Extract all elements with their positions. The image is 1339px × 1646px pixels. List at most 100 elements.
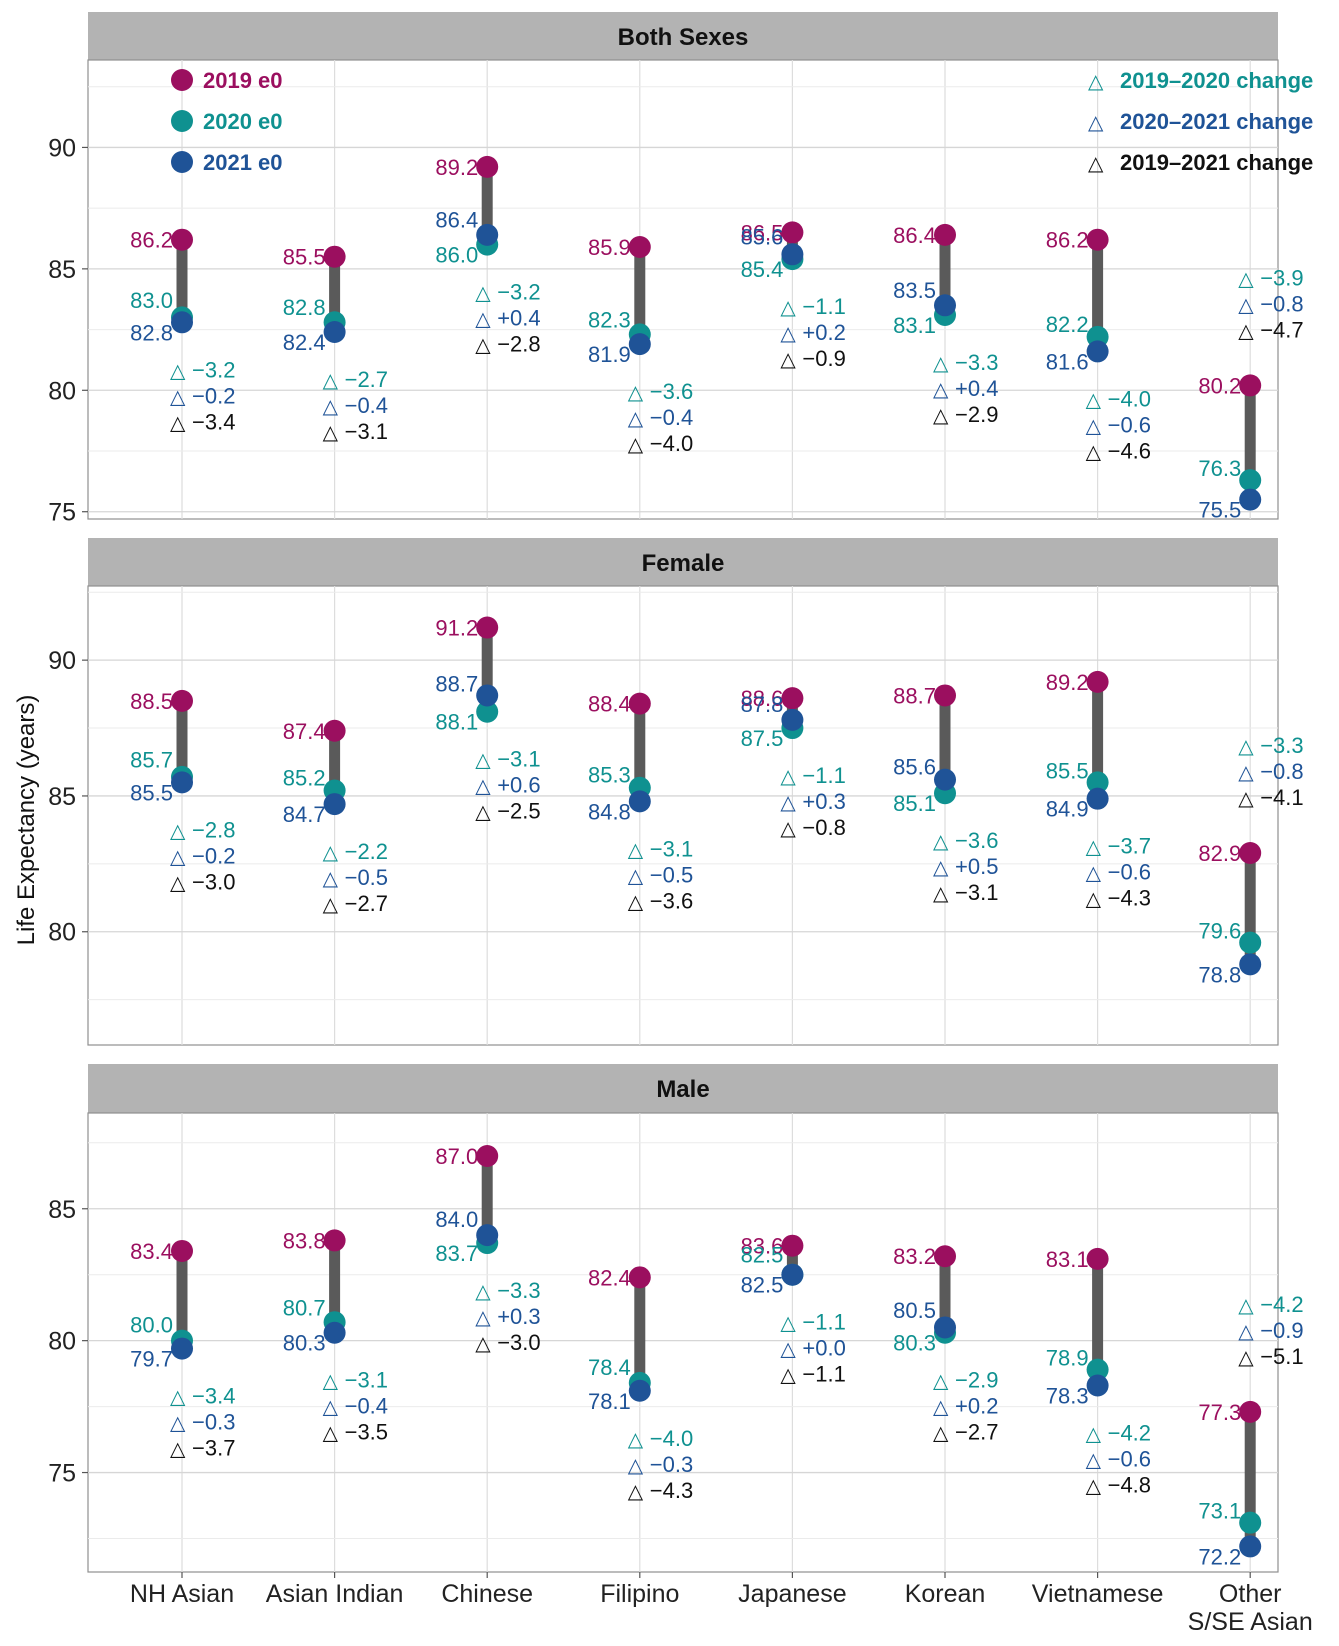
delta-icon: △: [780, 766, 796, 788]
delta-icon: △: [933, 1397, 949, 1419]
delta-icon: △: [323, 894, 339, 916]
label-e0-2020: 83.7: [435, 1241, 478, 1266]
point-e0_2019: [476, 616, 499, 639]
y-tick-label: 90: [48, 134, 76, 162]
label-e0-2019: 91.2: [435, 616, 478, 641]
delta-change_2019_2020: −3.6: [650, 379, 693, 404]
legend-label: 2019–2021 change: [1120, 150, 1313, 175]
label-e0-2019: 89.2: [435, 155, 478, 180]
label-e0-2020: 86.0: [435, 243, 478, 268]
legend-delta-icon: △: [1088, 71, 1104, 93]
label-e0-2021: 87.8: [741, 692, 784, 717]
label-e0-2019: 88.6: [741, 686, 784, 711]
point-e0_2021: [476, 223, 499, 246]
delta-icon: △: [628, 1481, 644, 1503]
delta-icon: △: [933, 405, 949, 427]
delta-change_2019_2020: −4.0: [650, 1426, 693, 1451]
delta-change_2019_2020: −1.1: [802, 294, 845, 319]
delta-change_2019_2021: −0.9: [802, 346, 845, 371]
panel-0: Both Sexes 75 80 85 90 86.2 83.0 82.8 △ −3.2 △ −0.2…: [48, 12, 1304, 527]
delta-change_2019_2020: −3.7: [1108, 834, 1151, 859]
panel-strip: [88, 538, 1278, 586]
delta-change_2020_2021: +0.6: [497, 773, 540, 798]
delta-icon: △: [780, 297, 796, 319]
delta-icon: △: [323, 1423, 339, 1445]
delta-icon: △: [628, 408, 644, 430]
point-e0_2021: [171, 1337, 193, 1360]
x-tick-label: S/SE Asian: [1188, 1608, 1313, 1636]
label-e0-2021: 83.5: [893, 278, 936, 303]
delta-change_2020_2021: +0.4: [955, 376, 998, 401]
delta-icon: △: [628, 1455, 644, 1477]
delta-change_2019_2020: −3.3: [497, 1278, 540, 1303]
y-tick-label: 75: [48, 1460, 76, 1488]
point-e0_2019: [628, 692, 651, 715]
point-e0_2019: [1086, 1247, 1109, 1270]
x-tick-label: Vietnamese: [1032, 1580, 1164, 1608]
delta-icon: △: [933, 1423, 949, 1445]
label-e0-2020: 85.4: [741, 257, 784, 282]
label-e0-2021: 78.8: [1198, 962, 1241, 987]
delta-icon: △: [1238, 788, 1254, 810]
label-e0-2021: 72.2: [1198, 1544, 1241, 1569]
delta-change_2019_2021: −4.8: [1108, 1472, 1151, 1497]
delta-icon: △: [780, 792, 796, 814]
delta-icon: △: [170, 1439, 186, 1461]
delta-change_2020_2021: +0.3: [497, 1304, 540, 1329]
delta-icon: △: [170, 1387, 186, 1409]
delta-change_2019_2021: −3.6: [650, 888, 693, 913]
delta-icon: △: [323, 370, 339, 392]
delta-change_2020_2021: −0.6: [1108, 412, 1151, 437]
y-tick-label: 85: [48, 783, 76, 811]
panel-strip: [88, 1064, 1278, 1113]
point-e0_2021: [1086, 787, 1109, 810]
label-e0-2021: 88.7: [435, 671, 478, 696]
delta-icon: △: [323, 1371, 339, 1393]
delta-icon: △: [475, 750, 491, 772]
label-e0-2020: 85.1: [893, 791, 936, 816]
delta-icon: △: [475, 1333, 491, 1355]
label-e0-2020: 85.3: [588, 763, 631, 788]
point-e0_2020: [1239, 469, 1262, 492]
delta-change_2020_2021: −0.4: [650, 405, 693, 430]
point-e0_2021: [781, 243, 804, 266]
legend-label: 2020–2021 change: [1120, 109, 1313, 134]
delta-change_2020_2021: −0.8: [1260, 759, 1303, 784]
panel-2: Male 75 80 85 83.4 80.0 79.7 △ −3.4 △ −0.3 △ −3.7 83.…: [48, 1064, 1304, 1573]
point-e0_2019: [934, 684, 956, 707]
delta-icon: △: [1086, 415, 1102, 437]
panels: Both Sexes 75 80 85 90 86.2 83.0 82.8 △ −3.2 △ −0.2…: [48, 12, 1304, 1573]
point-e0_2021: [1239, 488, 1262, 511]
point-e0_2019: [934, 223, 956, 246]
point-e0_2019: [1239, 1400, 1262, 1423]
point-e0_2019: [1239, 374, 1262, 397]
label-e0-2019: 89.2: [1046, 670, 1089, 695]
delta-icon: △: [323, 842, 339, 864]
delta-change_2020_2021: −0.3: [650, 1452, 693, 1477]
delta-change_2019_2021: −4.1: [1260, 785, 1303, 810]
label-e0-2019: 83.2: [893, 1244, 936, 1269]
legend-delta-icon: △: [1088, 112, 1104, 134]
label-e0-2020: 88.1: [435, 710, 478, 735]
delta-change_2019_2020: −3.9: [1260, 265, 1303, 290]
delta-icon: △: [933, 379, 949, 401]
point-e0_2021: [934, 1316, 956, 1339]
point-e0_2021: [934, 294, 956, 317]
delta-change_2020_2021: +0.2: [802, 320, 845, 345]
delta-change_2019_2020: −3.4: [192, 1384, 235, 1409]
delta-icon: △: [475, 802, 491, 824]
delta-icon: △: [475, 335, 491, 357]
label-e0-2019: 80.2: [1198, 373, 1241, 398]
delta-icon: △: [1238, 736, 1254, 758]
delta-change_2019_2021: −3.1: [345, 419, 388, 444]
delta-icon: △: [1086, 1449, 1102, 1471]
point-e0_2020: [1239, 931, 1262, 954]
delta-icon: △: [1238, 268, 1254, 290]
label-e0-2019: 86.2: [1046, 228, 1089, 253]
point-e0_2019: [476, 1144, 499, 1167]
delta-change_2020_2021: −0.5: [650, 862, 693, 887]
delta-change_2019_2021: −4.7: [1260, 317, 1303, 342]
delta-icon: △: [628, 1429, 644, 1451]
point-e0_2021: [1086, 340, 1109, 363]
label-e0-2020: 85.5: [1046, 758, 1089, 783]
